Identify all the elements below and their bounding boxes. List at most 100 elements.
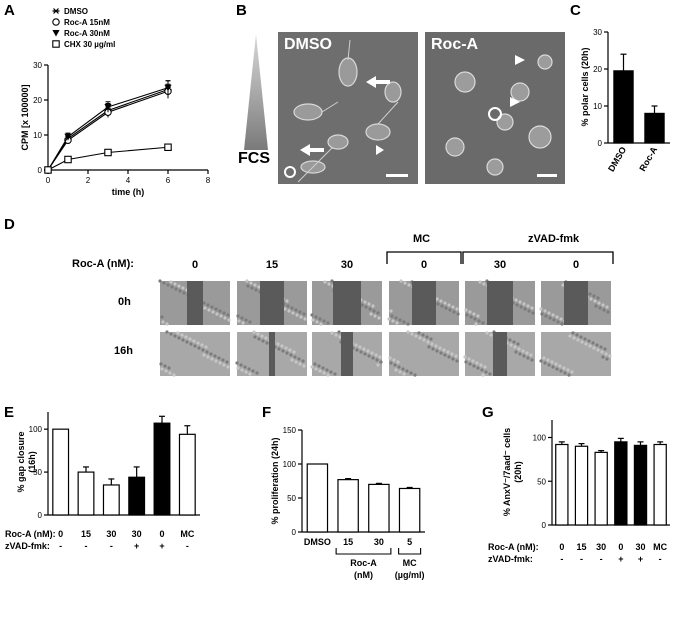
e-zvad-sign: -: [186, 541, 189, 551]
d-well-image: [236, 279, 307, 325]
panel-letter-f: F: [262, 404, 272, 421]
e-zvad-sign: -: [59, 541, 62, 551]
g-y-tick-label: 0: [542, 521, 547, 530]
d-cell-speckle: [367, 354, 371, 358]
d-cell-speckle: [409, 371, 413, 375]
d-cell-speckle: [605, 305, 609, 309]
e-zvad-sign: -: [85, 541, 88, 551]
d-cell-speckle: [435, 349, 439, 353]
e-x-tick-label: 0: [58, 529, 63, 539]
d-cell-speckle: [438, 346, 442, 350]
g-row-header-roc-a: Roc-A (nM):: [488, 542, 539, 552]
d-cell-speckle: [239, 363, 243, 367]
d-cell-speckle: [333, 372, 337, 376]
d-cell-speckle: [295, 313, 299, 317]
d-cell-speckle: [369, 312, 373, 316]
d-cell-speckle: [206, 355, 210, 359]
a-data-point: [64, 133, 72, 141]
d-cell-speckle: [593, 299, 597, 303]
d-cell-speckle: [188, 337, 192, 341]
d-cell-speckle: [281, 349, 285, 353]
d-cell-speckle: [297, 357, 301, 361]
d-cell-speckle: [177, 336, 181, 340]
d-cell-speckle: [543, 361, 547, 365]
d-cell-speckle: [325, 368, 329, 372]
d-cell-speckle: [211, 310, 215, 314]
g-y-tick-label: 50: [537, 477, 546, 486]
a-x-tick-label: 2: [86, 176, 91, 185]
d-cell-speckle: [606, 310, 610, 314]
d-group-label-mc: MC: [413, 233, 431, 245]
a-y-tick-label: 30: [33, 61, 42, 70]
d-cell-speckle: [299, 315, 303, 319]
d-cell-speckle: [431, 347, 435, 351]
a-data-point: [44, 166, 52, 174]
d-cell-speckle: [554, 362, 558, 366]
d-cell-speckle: [464, 360, 468, 364]
d-bracket-mc: [386, 251, 462, 264]
d-cell-speckle: [176, 331, 180, 335]
f-x-tick-label: DMSO: [304, 537, 331, 547]
d-cell-speckle: [249, 281, 253, 285]
d-cell-speckle: [489, 333, 493, 337]
d-cell-speckle: [515, 303, 519, 307]
d-cell-speckle: [165, 330, 169, 334]
fcs-label: FCS: [238, 150, 270, 167]
d-cell-speckle: [422, 338, 426, 342]
e-zvad-sign: +: [134, 541, 139, 551]
d-cell-speckle: [160, 315, 164, 319]
d-cell-speckle: [525, 351, 529, 355]
d-cell-speckle: [467, 357, 471, 361]
e-x-tick-label: 15: [81, 529, 91, 539]
d-cell-speckle: [442, 348, 446, 352]
d-cell-speckle: [185, 340, 189, 344]
d-cell-speckle: [256, 332, 260, 336]
d-cell-speckle: [575, 333, 579, 337]
f-group-unit-mc: (µg/ml): [395, 570, 425, 580]
d-cell-speckle: [276, 342, 280, 346]
d-cell-speckle: [218, 361, 222, 365]
d-cell-speckle: [509, 343, 513, 347]
f-y-tick-label: 0: [292, 528, 297, 537]
d-cell-speckle: [584, 342, 588, 346]
g-x-tick-label: 30: [596, 542, 606, 552]
d-scratch-gap: [493, 332, 507, 376]
d-cell-speckle: [371, 356, 375, 360]
d-column-label: 0: [573, 259, 579, 271]
d-group-label-zvad: zVAD-fmk: [528, 233, 580, 245]
a-series-line: [47, 146, 169, 171]
d-scratch-gap: [487, 281, 513, 325]
d-cell-speckle: [168, 371, 172, 375]
d-bracket-zvad: [462, 251, 614, 264]
d-cell-speckle: [373, 314, 377, 318]
d-cell-speckle: [330, 331, 334, 335]
d-cell-speckle: [358, 345, 362, 349]
d-cell-speckle: [203, 306, 207, 310]
d-well-background: [541, 332, 611, 376]
d-cell-speckle: [181, 338, 185, 342]
f-y-axis-label: % proliferation (24h): [270, 437, 280, 524]
d-cell-speckle: [544, 314, 548, 318]
d-cell-speckle: [196, 341, 200, 345]
d-cell-speckle: [477, 319, 481, 323]
d-cell-speckle: [430, 342, 434, 346]
f-x-tick-label: 5: [407, 537, 412, 547]
f-bracket-mc: [398, 548, 422, 555]
d-cell-speckle: [321, 366, 325, 370]
a-legend-label: Roc-A 15nM: [64, 18, 110, 27]
a-data-point: [164, 84, 172, 92]
d-cell-speckle: [597, 301, 601, 305]
d-cell-speckle: [508, 338, 512, 342]
e-zvad-sign: -: [110, 541, 113, 551]
d-cell-speckle: [169, 332, 173, 336]
d-cell-speckle: [425, 335, 429, 339]
e-x-tick-label: MC: [180, 529, 194, 539]
d-cell-speckle: [566, 368, 570, 372]
d-cell-speckle: [221, 358, 225, 362]
d-cell-speckle: [244, 318, 248, 322]
e-row-header-roc-a: Roc-A (nM):: [5, 529, 56, 539]
a-legend-entry: CHX 30 µg/ml: [52, 40, 115, 49]
d-row-label-16h: 16h: [114, 345, 133, 357]
